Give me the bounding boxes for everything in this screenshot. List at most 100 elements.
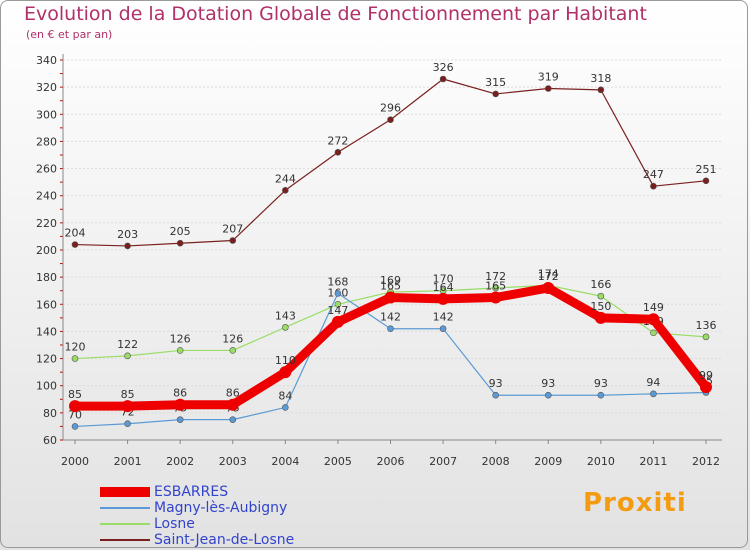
data-label: 99 xyxy=(699,369,713,382)
data-point xyxy=(597,391,605,399)
data-label: 315 xyxy=(485,76,506,89)
y-tick-label: 340 xyxy=(36,54,57,67)
data-point xyxy=(702,333,710,341)
data-label: 70 xyxy=(68,408,82,421)
y-tick-label: 320 xyxy=(36,81,57,94)
data-point xyxy=(544,85,552,92)
data-point xyxy=(489,291,502,304)
data-point xyxy=(437,292,450,305)
data-point xyxy=(597,86,605,94)
data-point xyxy=(176,416,184,423)
data-point xyxy=(71,423,79,430)
data-point xyxy=(229,347,237,354)
legend-label: Saint-Jean-de-Losne xyxy=(154,532,295,548)
data-point xyxy=(121,400,134,413)
data-label: 172 xyxy=(538,270,559,283)
legend-line xyxy=(100,487,150,497)
data-label: 326 xyxy=(433,61,454,74)
y-tick-label: 240 xyxy=(36,190,57,203)
data-label: 142 xyxy=(380,311,401,324)
y-tick-label: 180 xyxy=(36,271,57,284)
x-tick-label: 2001 xyxy=(114,455,142,468)
data-point xyxy=(279,366,292,379)
data-label: 272 xyxy=(327,134,348,147)
proxiti-logo: Proxiti xyxy=(583,488,687,518)
data-label: 126 xyxy=(170,332,191,345)
data-label: 86 xyxy=(226,387,240,400)
data-label: 142 xyxy=(433,311,454,324)
data-label: 169 xyxy=(380,274,401,287)
data-label: 120 xyxy=(65,341,86,354)
data-label: 251 xyxy=(696,163,717,176)
data-label: 247 xyxy=(643,168,664,181)
legend-line xyxy=(100,539,150,541)
data-point xyxy=(124,420,131,428)
y-tick-label: 140 xyxy=(36,325,57,338)
data-label: 165 xyxy=(380,280,401,293)
y-tick-label: 60 xyxy=(43,434,57,447)
data-label: 244 xyxy=(275,172,296,185)
data-label: 122 xyxy=(117,338,138,351)
data-point xyxy=(492,391,499,399)
data-label: 93 xyxy=(594,377,608,390)
x-tick-label: 2006 xyxy=(377,455,405,468)
x-tick-label: 2002 xyxy=(166,455,194,468)
legend-swatch xyxy=(100,532,150,548)
legend-line xyxy=(100,523,150,525)
series-line xyxy=(70,283,711,411)
legend-swatch xyxy=(100,500,150,516)
y-tick-label: 200 xyxy=(36,244,57,257)
x-tick-label: 2012 xyxy=(692,455,720,468)
y-tick-label: 280 xyxy=(36,135,57,148)
data-label: 136 xyxy=(696,319,717,332)
data-label: 126 xyxy=(222,332,243,345)
x-tick-label: 2010 xyxy=(587,455,615,468)
legend-label: Magny-lès-Aubigny xyxy=(154,500,288,516)
data-point xyxy=(174,398,187,411)
x-tick-label: 2009 xyxy=(534,455,562,468)
chart-title: Evolution de la Dotation Globale de Fonc… xyxy=(24,3,647,25)
data-point xyxy=(282,324,289,331)
y-tick-label: 300 xyxy=(36,108,57,121)
data-point xyxy=(71,241,79,248)
data-label: 166 xyxy=(590,278,611,291)
data-label: 143 xyxy=(275,309,296,322)
data-point xyxy=(650,390,657,398)
data-label: 84 xyxy=(278,389,292,402)
legend-swatch xyxy=(100,484,150,500)
y-tick-label: 160 xyxy=(36,298,57,311)
x-tick-label: 2004 xyxy=(271,455,299,468)
data-label: 164 xyxy=(433,281,454,294)
chart-subtitle: (en € et par an) xyxy=(26,28,113,41)
data-point xyxy=(334,290,342,297)
data-point xyxy=(492,284,499,292)
data-point xyxy=(124,352,131,360)
data-label: 147 xyxy=(327,304,348,317)
data-point xyxy=(542,282,555,294)
data-label: 170 xyxy=(433,273,454,286)
legend-label: Losne xyxy=(154,516,195,532)
data-point xyxy=(647,313,660,326)
data-label: 150 xyxy=(590,300,611,313)
data-label: 174 xyxy=(538,267,559,280)
data-label: 93 xyxy=(489,377,503,390)
data-point xyxy=(387,116,394,124)
y-tick-label: 260 xyxy=(36,163,57,176)
data-label: 205 xyxy=(170,225,191,238)
x-tick-label: 2000 xyxy=(61,455,89,468)
data-point xyxy=(282,186,289,194)
data-label: 86 xyxy=(173,387,187,400)
x-tick-label: 2005 xyxy=(324,455,352,468)
data-point xyxy=(702,177,710,185)
data-point xyxy=(700,381,712,394)
data-point xyxy=(229,237,237,244)
data-label: 203 xyxy=(117,228,138,241)
y-tick-label: 80 xyxy=(43,407,57,420)
y-tick-label: 120 xyxy=(36,353,57,366)
data-label: 165 xyxy=(485,280,506,293)
data-point xyxy=(492,90,499,98)
data-point xyxy=(544,391,552,399)
data-point xyxy=(331,315,344,328)
data-point xyxy=(594,311,607,324)
x-tick-label: 2008 xyxy=(482,455,510,468)
